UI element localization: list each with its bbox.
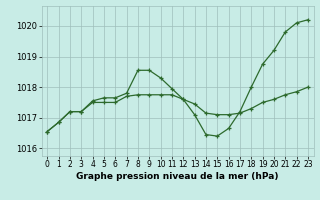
X-axis label: Graphe pression niveau de la mer (hPa): Graphe pression niveau de la mer (hPa)	[76, 172, 279, 181]
